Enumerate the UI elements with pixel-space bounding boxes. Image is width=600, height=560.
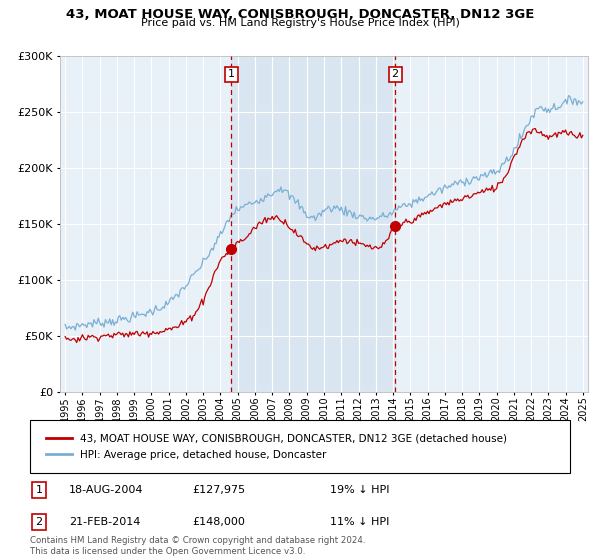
Text: £127,975: £127,975 [192, 485, 245, 495]
FancyBboxPatch shape [30, 420, 570, 473]
Text: £148,000: £148,000 [192, 517, 245, 527]
Text: Contains HM Land Registry data © Crown copyright and database right 2024.
This d: Contains HM Land Registry data © Crown c… [30, 536, 365, 556]
Bar [231, 56, 395, 392]
Text: 19% ↓ HPI: 19% ↓ HPI [330, 485, 389, 495]
Text: 2: 2 [35, 517, 43, 527]
Text: 1: 1 [35, 485, 43, 495]
Text: 21-FEB-2014: 21-FEB-2014 [69, 517, 140, 527]
Text: 43, MOAT HOUSE WAY, CONISBROUGH, DONCASTER, DN12 3GE: 43, MOAT HOUSE WAY, CONISBROUGH, DONCAST… [66, 8, 534, 21]
Text: 1: 1 [228, 69, 235, 80]
Text: 11% ↓ HPI: 11% ↓ HPI [330, 517, 389, 527]
Legend: 43, MOAT HOUSE WAY, CONISBROUGH, DONCASTER, DN12 3GE (detached house), HPI: Aver: 43, MOAT HOUSE WAY, CONISBROUGH, DONCAST… [41, 428, 512, 465]
Text: 2: 2 [392, 69, 399, 80]
Text: 18-AUG-2004: 18-AUG-2004 [69, 485, 143, 495]
Text: Price paid vs. HM Land Registry's House Price Index (HPI): Price paid vs. HM Land Registry's House … [140, 18, 460, 29]
